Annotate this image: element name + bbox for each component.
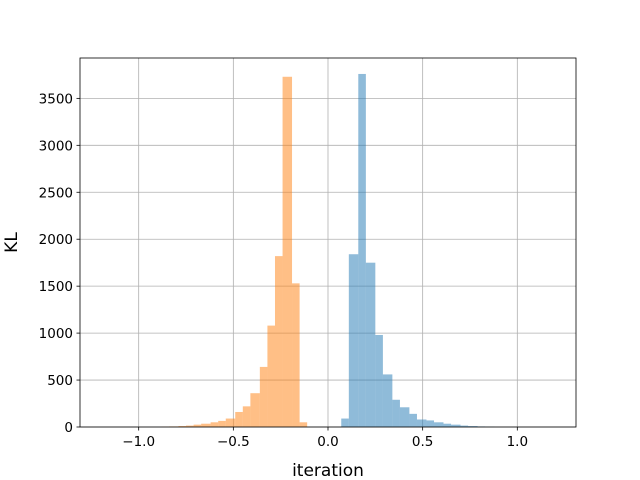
x-tick-label: −0.5	[217, 434, 250, 450]
histogram-bar-series-1	[399, 407, 410, 427]
histogram-bar-series-2	[225, 418, 236, 427]
histogram-bar-series-1	[358, 73, 366, 428]
histogram-bar-series-1	[375, 334, 383, 427]
histogram-bar-series-1	[468, 426, 478, 427]
histogram-bar-series-2	[282, 76, 293, 427]
histogram-bar-series-1	[341, 418, 349, 427]
axis-ticks: −1.0 −0.5 0.0 0.5 1.0 0 500 1000 1500 2000 2500 300…	[39, 91, 528, 450]
y-tick-label: 3000	[39, 138, 73, 154]
histogram-bars	[161, 73, 495, 428]
histogram-bar-series-2	[292, 283, 300, 427]
histogram-bar-series-2	[299, 422, 308, 427]
histogram-bar-series-1	[416, 419, 427, 427]
histogram-bar-series-2	[210, 422, 219, 427]
histogram-bar-series-1	[365, 262, 376, 427]
y-tick-label: 3500	[39, 91, 73, 107]
histogram-bar-series-2	[201, 423, 211, 427]
histogram-bar-series-2	[178, 426, 187, 427]
histogram-bar-series-1	[348, 254, 359, 427]
histogram-bar-series-2	[242, 406, 251, 427]
histogram-bar-series-2	[235, 411, 243, 427]
histogram-bar-series-2	[274, 256, 283, 427]
x-tick-label: 0.0	[317, 434, 338, 450]
y-tick-label: 1000	[39, 326, 73, 342]
y-tick-label: 1500	[39, 279, 73, 295]
histogram-bar-series-2	[259, 366, 268, 427]
histogram-bar-series-2	[250, 393, 260, 427]
histogram-bar-series-2	[267, 325, 275, 427]
x-axis-label: iteration	[292, 461, 364, 480]
histogram-bar-series-2	[193, 424, 202, 427]
histogram-bar-series-2	[218, 420, 226, 427]
y-tick-label: 2500	[39, 185, 73, 201]
y-tick-label: 0	[64, 420, 73, 436]
histogram-bar-series-1	[392, 399, 400, 427]
histogram-bar-series-2	[186, 425, 194, 427]
histogram-bar-series-1	[451, 424, 461, 427]
histogram-bar-series-1	[426, 420, 435, 427]
y-tick-label: 500	[47, 373, 73, 389]
histogram-bar-series-1	[382, 374, 393, 427]
x-tick-label: −1.0	[122, 434, 155, 450]
histogram-bar-series-1	[443, 423, 452, 427]
y-axis-label: KL	[2, 232, 22, 253]
y-tick-label: 2000	[39, 232, 73, 248]
x-tick-label: 1.0	[507, 434, 528, 450]
histogram-bar-series-1	[409, 413, 417, 427]
x-tick-label: 0.5	[412, 434, 433, 450]
histogram-bar-series-1	[460, 425, 469, 427]
histogram-bar-series-1	[434, 422, 444, 427]
